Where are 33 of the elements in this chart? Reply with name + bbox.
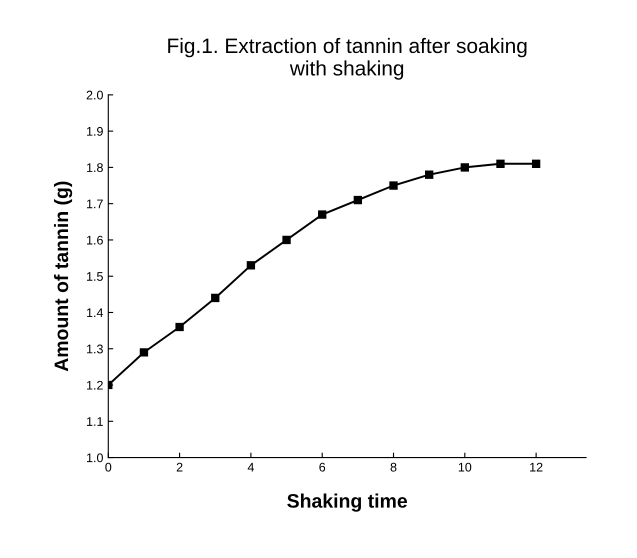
y-axis-title: Amount of tannin (g)	[54, 182, 72, 372]
x-tick-label: 12	[530, 462, 542, 472]
point	[425, 170, 434, 179]
point	[175, 322, 184, 332]
point	[532, 160, 540, 168]
point	[460, 163, 469, 172]
y-tick-label: 1.5	[87, 272, 103, 281]
x-tick-label: 6	[319, 462, 326, 472]
y-tick-label: 1.7	[87, 200, 103, 208]
point	[140, 348, 148, 357]
point	[282, 236, 291, 244]
point	[211, 294, 220, 302]
y-tick-label: 1.6	[87, 236, 103, 245]
x-axis-title: Shaking time	[287, 494, 408, 512]
y-tick-label: 1.0	[87, 453, 103, 462]
point	[354, 196, 362, 204]
point	[496, 160, 505, 168]
y-tick-label: 1.9	[87, 126, 103, 136]
y-tick-label: 1.4	[87, 308, 104, 318]
y-tick-label: 2.0	[86, 90, 103, 100]
point	[389, 181, 398, 190]
y-tick-label: 1.8	[87, 163, 103, 172]
y-tick-label: 1.3	[87, 344, 103, 354]
y-tick-label: 1.1	[87, 417, 103, 426]
x-tick-label: 0	[105, 462, 112, 472]
point	[318, 210, 326, 219]
x-tick-label: 8	[390, 462, 396, 472]
x-tick-label: 10	[458, 462, 472, 472]
x-tick-label: 2	[176, 462, 182, 472]
x-tick-label: 4	[248, 462, 254, 472]
chart-title: Fig.1. Extraction of tannin after soaking with shaking	[168, 38, 526, 80]
point	[246, 261, 256, 270]
y-tick-label: 1.2	[87, 380, 103, 390]
